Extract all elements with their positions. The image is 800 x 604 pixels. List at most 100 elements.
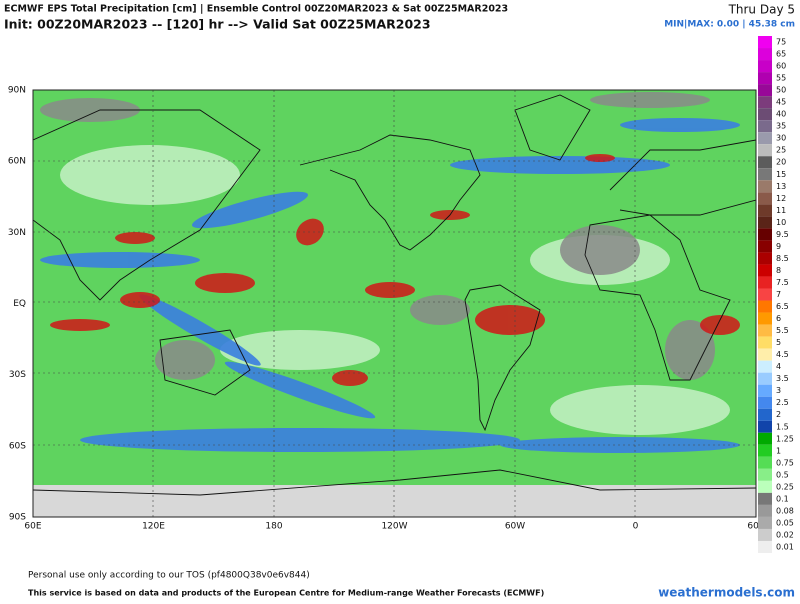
legend-label: 8.5 [776, 254, 789, 263]
legend-label: 50 [776, 86, 786, 95]
legend-swatch [758, 180, 772, 193]
title: ECMWF EPS Total Precipitation [cm] | Ens… [4, 4, 508, 15]
legend-swatch [758, 468, 772, 481]
legend-swatch [758, 36, 772, 49]
legend-swatch [758, 300, 772, 313]
legend-label: 0.08 [776, 506, 794, 515]
legend-label: 35 [776, 122, 786, 131]
legend-swatch [758, 516, 772, 529]
legend-label: 3 [776, 386, 781, 395]
legend-label: 65 [776, 50, 786, 59]
legend-label: 3.5 [776, 374, 789, 383]
legend-label: 11 [776, 206, 786, 215]
legend-label: 0.1 [776, 494, 789, 503]
legend-swatch [758, 132, 772, 145]
legend-label: 6 [776, 314, 781, 323]
legend-swatch [758, 456, 772, 469]
legend-swatch [758, 396, 772, 409]
legend-label: 0.01 [776, 542, 794, 551]
lon-label: 0 [633, 522, 639, 532]
lat-label: 90S [9, 513, 26, 523]
legend-label: 5 [776, 338, 781, 347]
legend-swatch [758, 336, 772, 349]
legend-swatch [758, 264, 772, 277]
legend-label: 4.5 [776, 350, 789, 359]
lon-label: 60E [24, 522, 41, 532]
legend-swatch [758, 528, 772, 541]
legend-label: 0.25 [776, 482, 794, 491]
legend-label: 9.5 [776, 230, 789, 239]
legend-swatch [758, 384, 772, 397]
legend-swatch [758, 48, 772, 61]
legend-swatch [758, 420, 772, 433]
brand: weathermodels.com [658, 586, 795, 600]
source-note: This service is based on data and produc… [28, 589, 544, 598]
legend-label: 20 [776, 158, 786, 167]
legend-label: 55 [776, 74, 786, 83]
min-max: MIN|MAX: 0.00 | 45.38 cm [664, 20, 795, 30]
legend-swatch [758, 72, 772, 85]
legend-label: 1.25 [776, 434, 794, 443]
legend-swatch [758, 192, 772, 205]
legend-swatch [758, 408, 772, 421]
legend-label: 6.5 [776, 302, 789, 311]
legend-swatch [758, 204, 772, 217]
subtitle: Init: 00Z20MAR2023 -- [120] hr --> Valid… [4, 17, 431, 32]
legend-label: 12 [776, 194, 786, 203]
legend-swatch [758, 216, 772, 229]
legend-swatch [758, 252, 772, 265]
legend-swatch [758, 96, 772, 109]
legend-label: 4 [776, 362, 781, 371]
legend-label: 45 [776, 98, 786, 107]
legend-label: 7.5 [776, 278, 789, 287]
legend-swatch [758, 360, 772, 373]
legend-label: 0.02 [776, 530, 794, 539]
lat-label: EQ [13, 299, 26, 309]
lon-labels: 60E 120E 180 120W 60W 0 60E [24, 522, 764, 532]
legend-swatch [758, 108, 772, 121]
legend-label: 2.5 [776, 398, 789, 407]
legend-swatch [758, 504, 772, 517]
legend-swatch [758, 540, 772, 553]
legend-label: 1 [776, 446, 781, 455]
legend-label: 40 [776, 110, 786, 119]
legend-swatch [758, 444, 772, 457]
legend-swatch [758, 348, 772, 361]
legend-label: 7 [776, 290, 781, 299]
legend-label: 30 [776, 134, 786, 143]
lat-labels: 90N 60N 30N EQ 30S 60S 90S [8, 86, 26, 523]
legend-swatch [758, 276, 772, 289]
precip-map [32, 89, 757, 518]
legend-swatch [758, 288, 772, 301]
legend-label: 5.5 [776, 326, 789, 335]
legend-label: 8 [776, 266, 781, 275]
period: Thru Day 5 [728, 3, 795, 17]
legend-swatch [758, 372, 772, 385]
legend-swatch [758, 432, 772, 445]
lon-label: 180 [265, 522, 282, 532]
lat-label: 60N [8, 157, 26, 167]
legend-label: 75 [776, 38, 786, 47]
legend-label: 0.5 [776, 470, 789, 479]
legend-swatch [758, 228, 772, 241]
legend-label: 0.05 [776, 518, 794, 527]
tos-note: Personal use only according to our TOS (… [28, 571, 310, 581]
legend-swatch [758, 324, 772, 337]
legend-swatch [758, 60, 772, 73]
legend-swatch [758, 312, 772, 325]
legend-label: 10 [776, 218, 786, 227]
lat-label: 30N [8, 228, 26, 238]
legend-swatch [758, 492, 772, 505]
lat-label: 90N [8, 86, 26, 96]
legend-label: 15 [776, 170, 786, 179]
legend-swatch [758, 240, 772, 253]
legend-label: 2 [776, 410, 781, 419]
lat-label: 30S [9, 370, 26, 380]
legend-label: 1.5 [776, 422, 789, 431]
lat-label: 60S [9, 441, 26, 451]
lon-label: 120E [142, 522, 165, 532]
legend-swatch [758, 120, 772, 133]
legend-label: 0.75 [776, 458, 794, 467]
legend-label: 60 [776, 62, 786, 71]
